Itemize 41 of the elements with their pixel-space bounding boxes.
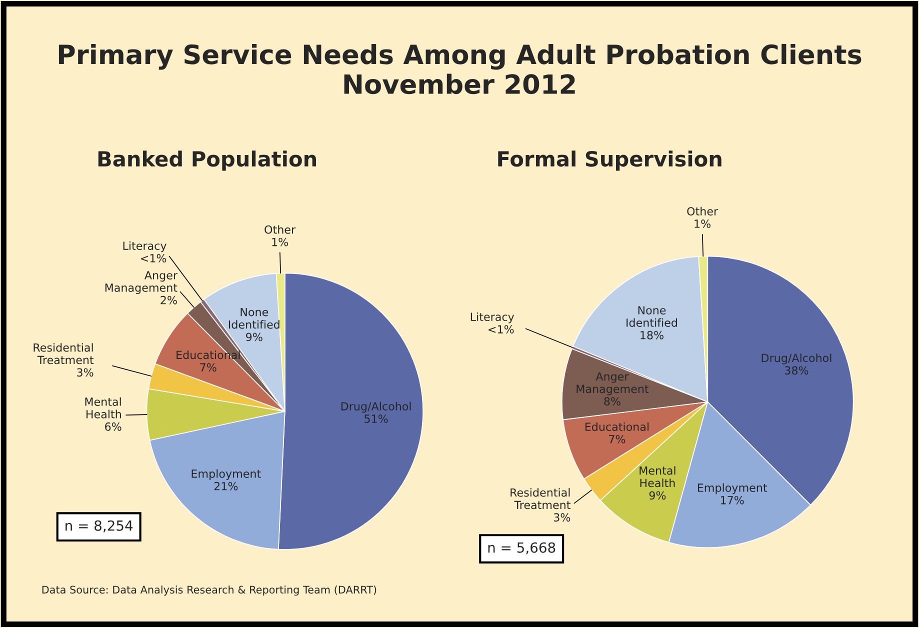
- data-label: 9%: [649, 491, 666, 500]
- slice-label: Employment: [192, 469, 261, 480]
- slice-label: Employment: [698, 483, 768, 494]
- slice-label: Mental Health: [85, 397, 121, 418]
- slice-label: Mental Health: [640, 466, 676, 488]
- text: n = 5,668: [488, 542, 556, 554]
- slice-label: Educational: [585, 422, 649, 431]
- data-label: 8%: [604, 397, 620, 406]
- data-label: <1%: [141, 254, 166, 262]
- chart-subtitle: Banked Population: [98, 150, 316, 171]
- slice-label: Drug/Alcohol: [341, 402, 411, 413]
- data-label: 17%: [720, 496, 744, 504]
- data-label: <1%: [488, 325, 514, 334]
- data-label: 1%: [694, 220, 710, 228]
- slice-label: Drug/Alcohol: [762, 354, 832, 364]
- data-label: 9%: [246, 332, 262, 342]
- chart-subtitle: Formal Supervision: [498, 150, 722, 171]
- slice-label: Literacy: [123, 241, 166, 252]
- chart-title: Primary Service Needs Among Adult Probation Clients November 2012: [58, 44, 862, 94]
- slice-label: Literacy: [470, 312, 514, 324]
- slice-label: Residential Treatment: [34, 343, 94, 364]
- data-label: 6%: [105, 422, 122, 431]
- source-note: Data Source: Data Analysis Research & Reporting Team (DARRT): [42, 586, 376, 596]
- data-label: 51%: [364, 414, 388, 423]
- slice-label: Anger Management: [576, 372, 649, 396]
- data-label: 7%: [609, 434, 626, 444]
- data-label: 18%: [640, 330, 664, 340]
- text: n = 8,254: [66, 520, 133, 532]
- slice-label: Anger Management: [105, 271, 178, 294]
- data-label: 7%: [200, 363, 216, 372]
- data-label: 21%: [214, 482, 238, 490]
- data-label: 3%: [554, 513, 570, 522]
- slice-label: None Identified: [626, 306, 677, 327]
- data-label: 2%: [160, 296, 177, 304]
- data-label: 38%: [784, 366, 808, 375]
- data-label: 1%: [272, 238, 288, 246]
- slice-label: None Identified: [228, 308, 280, 329]
- slice-label: Other: [264, 225, 296, 234]
- slice-label: Other: [687, 206, 718, 216]
- slice-label: Residential Treatment: [510, 488, 570, 510]
- data-label: 3%: [77, 368, 94, 377]
